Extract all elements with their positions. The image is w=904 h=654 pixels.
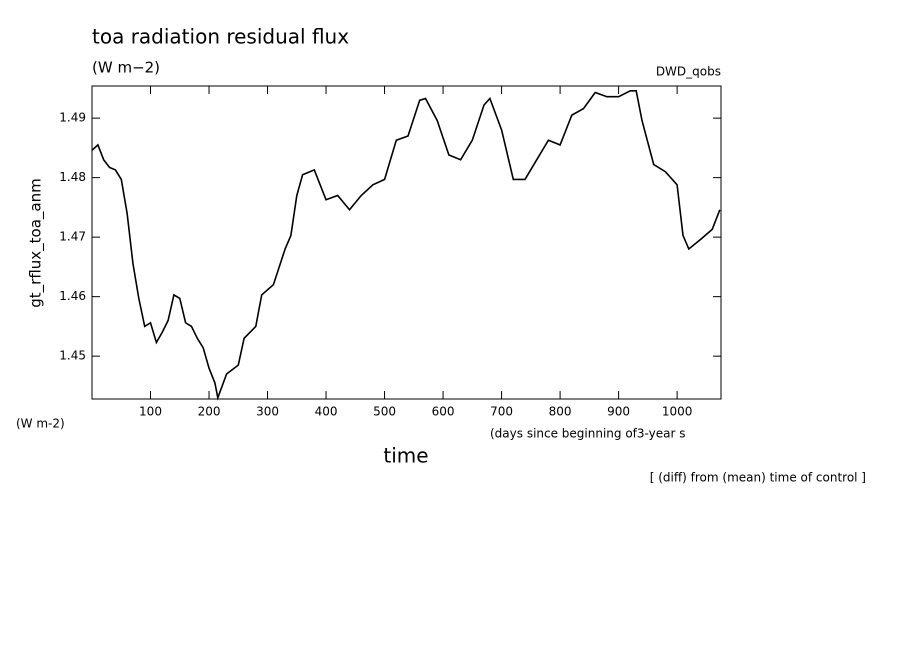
x-tick-label: 800 <box>549 405 572 419</box>
x-axis-label: time <box>383 444 428 468</box>
y-tick-label: 1.47 <box>59 230 86 244</box>
plot-frame <box>91 85 722 400</box>
source-label: DWD_qobs <box>656 65 721 79</box>
x-tick-label: 600 <box>432 405 455 419</box>
x-tick-label: 200 <box>198 405 221 419</box>
x-units: (days since beginning of3-year s <box>490 427 686 441</box>
chart-title: toa radiation residual flux <box>92 25 349 49</box>
y-tick-label: 1.48 <box>59 170 86 184</box>
footnote: [ (diff) from (mean) time of control ] <box>650 471 866 485</box>
y-tick-label: 1.49 <box>59 111 86 125</box>
x-tick-label: 300 <box>256 405 279 419</box>
y-tick-label: 1.45 <box>59 349 86 363</box>
x-tick-label: 500 <box>373 405 396 419</box>
x-tick-label: 100 <box>139 405 162 419</box>
y-axis-label: gt_rflux_toa_anm <box>27 178 46 307</box>
chart-subtitle: (W m−2) <box>92 59 160 77</box>
x-tick-label: 1000 <box>662 405 693 419</box>
y-tick-label: 1.46 <box>59 289 86 303</box>
data-line <box>91 90 721 401</box>
x-tick-label: 400 <box>315 405 338 419</box>
y-units: (W m-2) <box>16 417 65 431</box>
x-tick-label: 700 <box>490 405 513 419</box>
x-tick-label: 900 <box>607 405 630 419</box>
